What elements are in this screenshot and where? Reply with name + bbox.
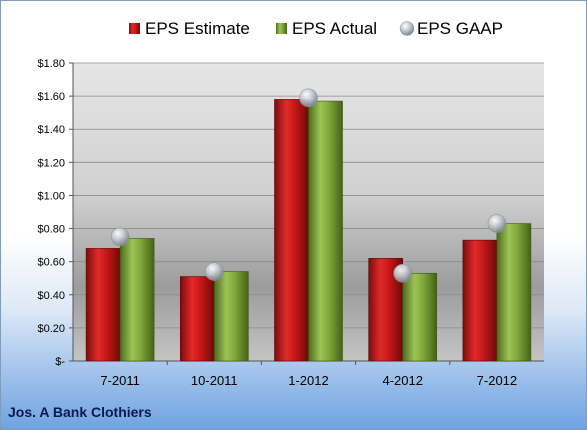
bar-eps-actual	[214, 271, 249, 362]
y-tick-label: $1.40	[37, 124, 65, 136]
marker-eps-gaap	[487, 214, 507, 233]
x-tick-label: 4-2012	[382, 373, 422, 388]
marker-eps-gaap	[110, 227, 130, 247]
bar-eps-actual	[119, 238, 155, 362]
y-tick-label: $-	[55, 356, 65, 368]
y-tick-label: $1.60	[37, 91, 65, 103]
x-tick-label: 7-2011	[100, 373, 140, 388]
x-tick-label: 1-2012	[288, 373, 328, 388]
y-tick-label: $0.20	[37, 323, 65, 335]
y-tick-label: $1.80	[37, 58, 65, 70]
bar-eps-actual	[496, 223, 532, 362]
x-tick-label: 10-2011	[191, 373, 238, 388]
legend-label: EPS GAAP	[417, 19, 503, 38]
marker-eps-gaap	[205, 262, 224, 281]
y-tick-label: $0.80	[37, 224, 65, 236]
legend-marker	[399, 21, 415, 36]
y-tick-label: $1.00	[37, 190, 65, 202]
marker-eps-gaap	[299, 88, 318, 108]
bar-eps-estimate	[462, 239, 498, 362]
legend-swatch	[276, 23, 287, 34]
company-name: Jos. A Bank Clothiers	[8, 404, 152, 420]
x-tick-label: 7-2012	[477, 373, 517, 388]
y-tick-label: $0.40	[37, 290, 65, 302]
marker-eps-gaap	[393, 263, 413, 283]
legend-swatch	[129, 23, 140, 34]
y-tick-label: $0.60	[37, 257, 65, 269]
bar-eps-estimate	[180, 276, 215, 362]
chart-legend: EPS Estimate EPS Actual EPS GAAP	[129, 19, 503, 38]
legend-label: EPS Actual	[292, 19, 377, 38]
y-tick-label: $1.20	[37, 157, 65, 169]
legend-label: EPS Estimate	[145, 19, 250, 38]
bar-eps-estimate	[85, 248, 121, 362]
bar-eps-estimate	[274, 99, 309, 362]
bar-eps-actual	[308, 100, 343, 362]
bar-eps-actual	[402, 272, 438, 362]
